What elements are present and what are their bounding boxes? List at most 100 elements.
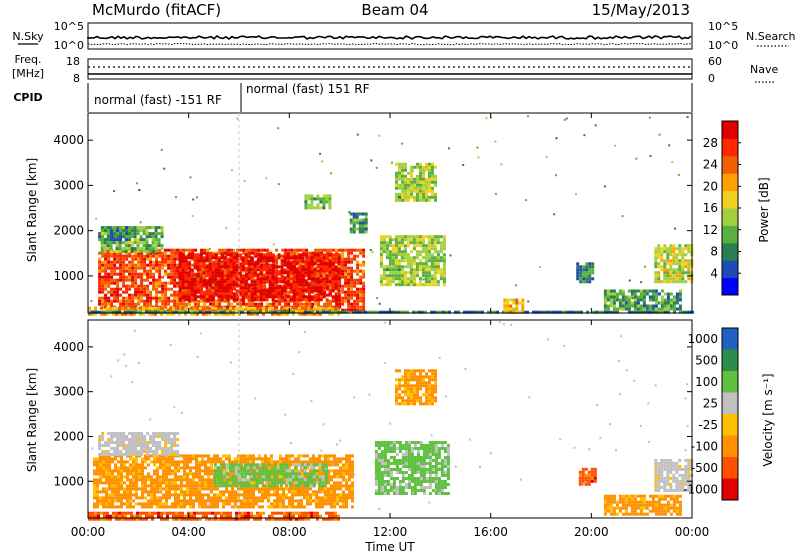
- heatmap-cell: [170, 287, 174, 291]
- heatmap-cell: [188, 260, 192, 264]
- nsky-trace: [87, 34, 692, 46]
- heatmap-cell: [678, 307, 682, 311]
- heatmap-cell: [157, 241, 161, 245]
- heatmap-cell: [196, 256, 200, 260]
- heatmap-cell: [424, 278, 427, 280]
- heatmap-cell: [385, 247, 389, 251]
- heatmap-cell: [263, 263, 267, 267]
- heatmap-cell: [331, 310, 334, 314]
- heatmap-cell: [193, 289, 197, 293]
- heatmap-cell: [241, 295, 245, 299]
- heatmap-cell: [657, 280, 661, 284]
- heatmap-cell: [173, 299, 177, 303]
- heatmap-cell: [268, 295, 272, 299]
- heatmap-cell: [398, 171, 401, 175]
- heatmap-cell: [247, 271, 251, 275]
- heatmap-cell: [316, 277, 320, 281]
- heatmap-cell: [207, 496, 210, 500]
- heatmap-cell: [131, 302, 135, 306]
- heatmap-cell: [344, 299, 348, 303]
- heatmap-cell: [259, 292, 263, 296]
- freq-tick-top: 18: [66, 55, 80, 68]
- heatmap-cell: [257, 302, 261, 306]
- heatmap-cell: [364, 212, 368, 216]
- heatmap-cell: [362, 299, 366, 303]
- cpid-panel: CPID normal (fast) -151 RF normal (fast)…: [13, 82, 693, 112]
- heatmap-cell: [102, 505, 105, 509]
- heatmap-cell: [268, 277, 272, 281]
- heatmap-cell: [331, 277, 335, 281]
- heatmap-cell: [158, 275, 162, 279]
- heatmap-cell: [657, 253, 661, 257]
- heatmap-cell: [576, 274, 580, 278]
- heatmap-cell: [303, 496, 306, 500]
- heatmap-cell: [126, 487, 129, 491]
- heatmap-cell: [161, 296, 165, 300]
- heatmap-cell: [226, 274, 230, 278]
- heatmap-cell: [154, 235, 158, 239]
- heatmap-cell: [582, 274, 586, 278]
- heatmap-cell: [111, 478, 114, 482]
- heatmap-cell: [177, 475, 180, 479]
- heatmap-cell: [319, 256, 323, 260]
- heatmap-cell: [141, 460, 144, 464]
- heatmap-cell: [621, 298, 625, 302]
- heatmap-cell: [245, 248, 249, 252]
- heatmap-cell: [112, 241, 116, 245]
- heatmap-cell: [353, 299, 357, 303]
- heatmap-cell: [235, 259, 239, 263]
- heatmap-cell: [106, 244, 110, 248]
- heatmap-cell: [142, 232, 146, 236]
- heatmap-cell: [176, 251, 180, 255]
- heatmap-cell: [612, 304, 616, 308]
- heatmap-cell: [158, 251, 162, 255]
- heatmap-cell: [155, 263, 159, 267]
- heatmap-cell: [388, 262, 392, 266]
- heatmap-cell: [210, 457, 213, 461]
- heatmap-cell: [388, 280, 392, 284]
- heatmap-cell: [159, 478, 162, 482]
- heatmap-cell: [109, 247, 113, 251]
- heatmap-cell: [113, 251, 117, 255]
- heatmap-cell: [328, 274, 332, 278]
- heatmap-cell: [196, 259, 200, 263]
- heatmap-cell: [406, 241, 410, 245]
- heatmap-cell: [249, 481, 252, 485]
- heatmap-cell: [122, 232, 126, 236]
- heatmap-cell: [132, 466, 135, 470]
- heatmap-cell: [307, 265, 311, 269]
- heatmap-cell: [666, 280, 670, 284]
- heatmap-cell: [672, 244, 676, 248]
- heatmap-cell: [277, 298, 281, 302]
- heatmap-cell: [136, 310, 139, 314]
- heatmap-cell: [189, 478, 192, 482]
- heatmap-cell: [298, 259, 302, 263]
- heatmap-cell: [359, 281, 363, 285]
- heatmap-cell: [196, 268, 200, 272]
- heatmap-cell: [179, 251, 183, 255]
- heatmap-cell: [412, 271, 416, 275]
- heatmap-cell: [208, 247, 211, 250]
- heatmap-cell: [156, 484, 159, 488]
- heatmap-cell: [155, 296, 159, 300]
- heatmap-cell: [153, 484, 156, 488]
- heatmap-cell: [243, 505, 246, 509]
- heatmap-cell: [238, 286, 242, 290]
- heatmap-cell: [161, 293, 165, 297]
- heatmap-cell: [260, 251, 264, 255]
- heatmap-cell: [436, 310, 439, 314]
- heatmap-cell: [190, 312, 193, 316]
- heatmap-cell: [195, 466, 198, 470]
- heatmap-cell: [672, 259, 676, 263]
- colorbar-swatch: [722, 121, 738, 139]
- heatmap-cell: [591, 277, 595, 281]
- heatmap-cell: [319, 197, 323, 201]
- heatmap-cell: [267, 460, 270, 464]
- heatmap-cell: [436, 280, 440, 284]
- heatmap-cell: [171, 478, 174, 482]
- heatmap-cell: [140, 284, 144, 288]
- heatmap-cell: [148, 247, 152, 251]
- heatmap-cell: [418, 283, 422, 287]
- heatmap-cell: [685, 310, 688, 314]
